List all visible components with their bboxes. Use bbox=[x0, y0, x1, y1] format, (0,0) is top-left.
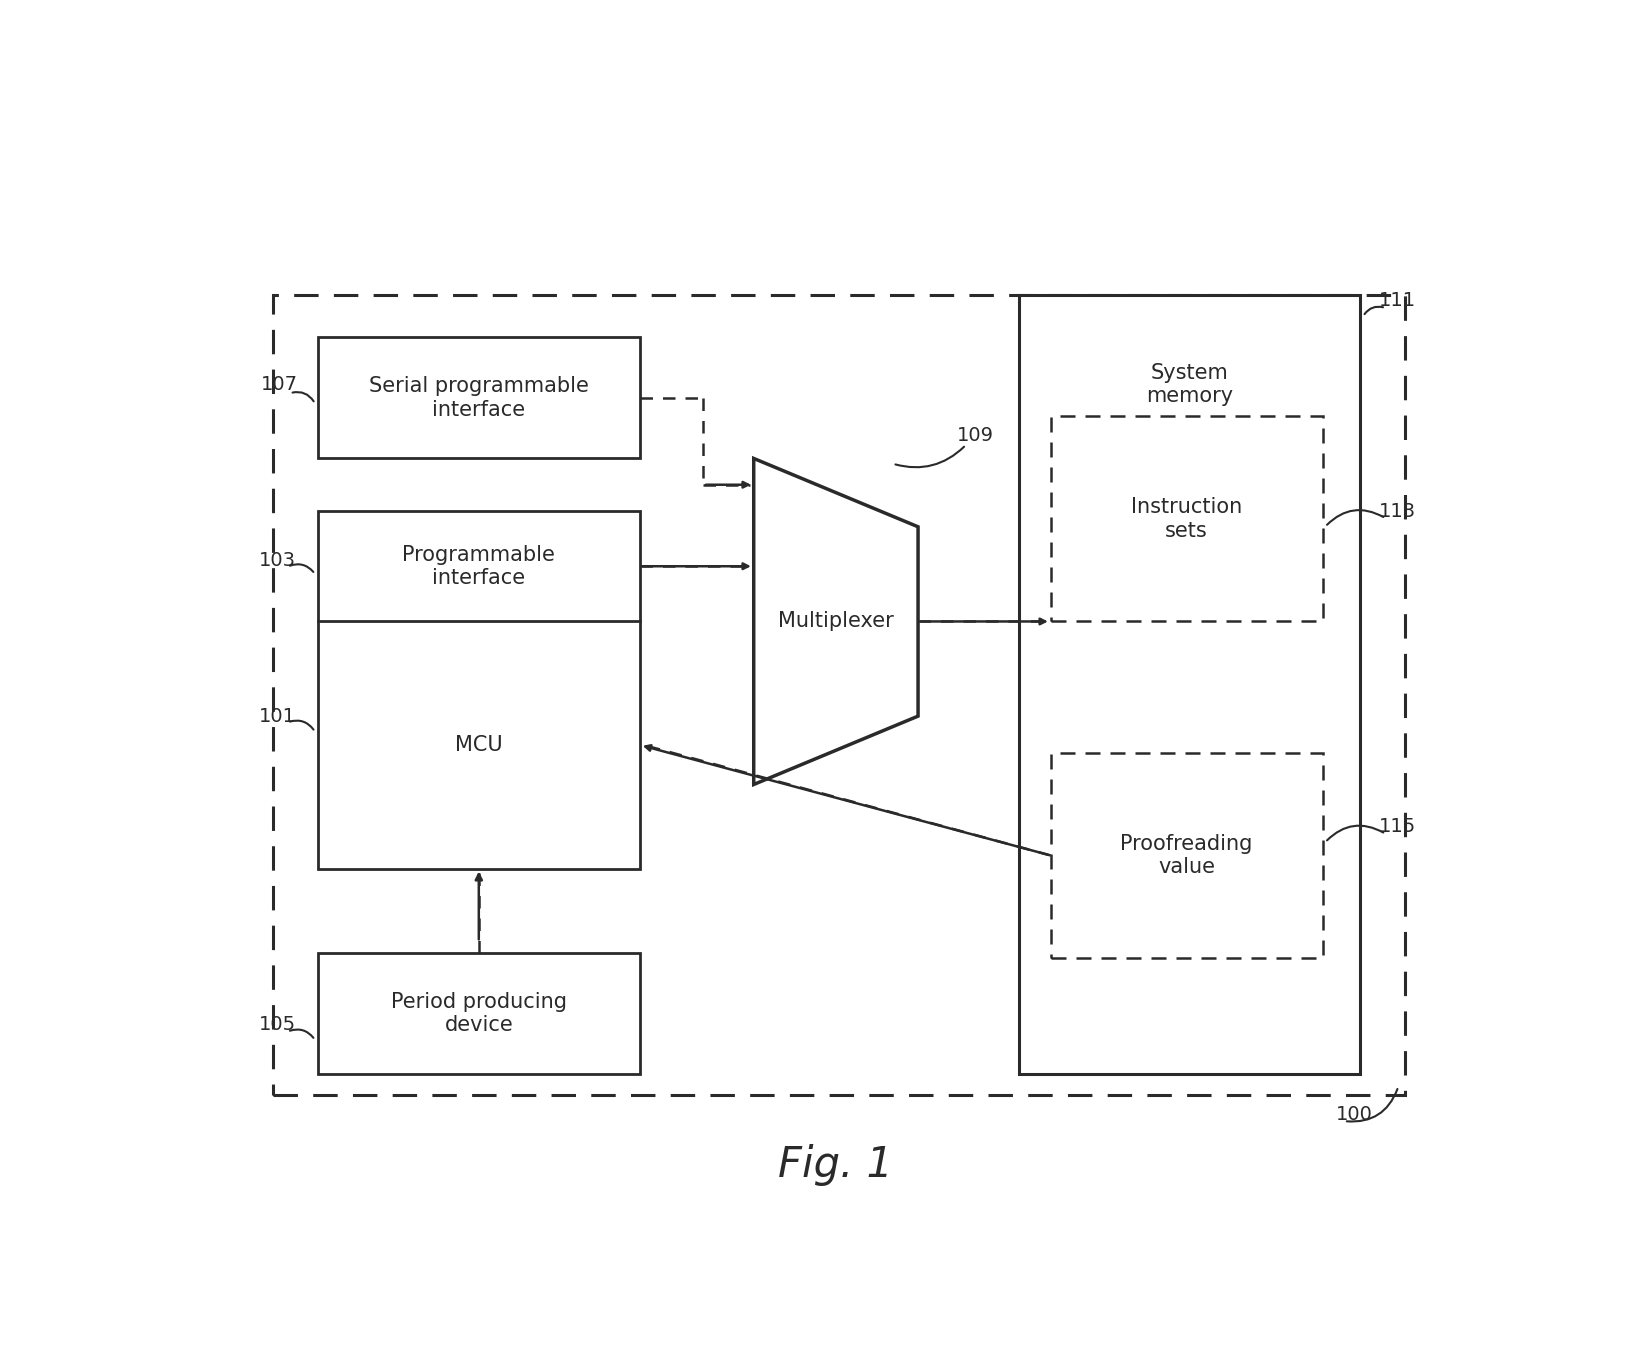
Text: Instruction
sets: Instruction sets bbox=[1130, 497, 1242, 541]
Text: 109: 109 bbox=[955, 426, 993, 445]
Text: 107: 107 bbox=[261, 376, 298, 395]
Text: Programmable
interface: Programmable interface bbox=[403, 545, 554, 587]
FancyBboxPatch shape bbox=[318, 953, 639, 1074]
Text: 103: 103 bbox=[259, 550, 295, 570]
Text: 100: 100 bbox=[1335, 1105, 1372, 1124]
Text: Multiplexer: Multiplexer bbox=[778, 612, 893, 631]
Polygon shape bbox=[753, 459, 918, 784]
Text: Serial programmable
interface: Serial programmable interface bbox=[368, 377, 588, 419]
Text: 105: 105 bbox=[259, 1015, 295, 1034]
Text: Period producing
device: Period producing device bbox=[391, 992, 567, 1035]
Text: 115: 115 bbox=[1377, 817, 1415, 836]
Text: 101: 101 bbox=[259, 706, 295, 725]
FancyBboxPatch shape bbox=[1050, 417, 1322, 622]
Text: Fig. 1: Fig. 1 bbox=[778, 1145, 893, 1186]
Text: MCU: MCU bbox=[455, 735, 502, 755]
FancyBboxPatch shape bbox=[1050, 753, 1322, 958]
Text: Proofreading
value: Proofreading value bbox=[1120, 833, 1252, 877]
Text: System
memory: System memory bbox=[1146, 363, 1232, 407]
Text: 111: 111 bbox=[1377, 291, 1415, 310]
FancyBboxPatch shape bbox=[1019, 295, 1359, 1074]
FancyBboxPatch shape bbox=[274, 295, 1403, 1094]
Text: 113: 113 bbox=[1377, 501, 1415, 520]
FancyBboxPatch shape bbox=[318, 511, 639, 869]
FancyBboxPatch shape bbox=[318, 337, 639, 459]
